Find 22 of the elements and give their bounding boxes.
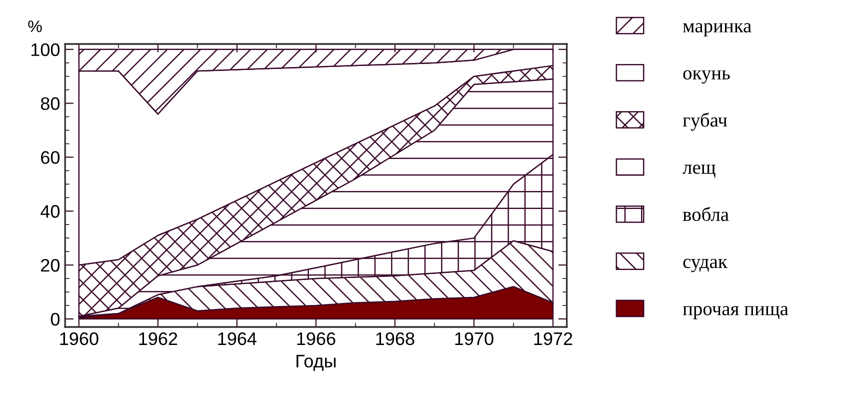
legend-label: лещ <box>682 164 716 178</box>
x-tick-label: 1966 <box>297 332 336 346</box>
y-axis-title: % <box>28 20 42 32</box>
legend-label: прочая пища <box>682 306 788 320</box>
y-tick-label: 80 <box>40 97 60 110</box>
x-tick-label: 1972 <box>534 332 572 346</box>
legend-label: губач <box>682 112 728 131</box>
legend-label: окунь <box>683 70 730 84</box>
y-tick-label: 100 <box>31 43 60 56</box>
x-axis-title: Годы <box>296 354 336 371</box>
legend-label: вобла <box>682 206 729 222</box>
y-tick-label: 20 <box>41 258 60 272</box>
legend-label: маринка <box>682 23 752 36</box>
legend-label: судак <box>683 258 728 272</box>
y-tick-label: 0 <box>50 312 60 326</box>
x-tick-label: 1960 <box>60 332 98 346</box>
y-tick-label: 40 <box>40 205 60 218</box>
x-tick-label: 1968 <box>376 332 414 346</box>
x-tick-label: 1962 <box>139 332 178 346</box>
y-tick-label: 60 <box>41 151 60 164</box>
x-tick-label: 1964 <box>218 332 256 346</box>
x-tick-label: 1970 <box>455 332 494 346</box>
